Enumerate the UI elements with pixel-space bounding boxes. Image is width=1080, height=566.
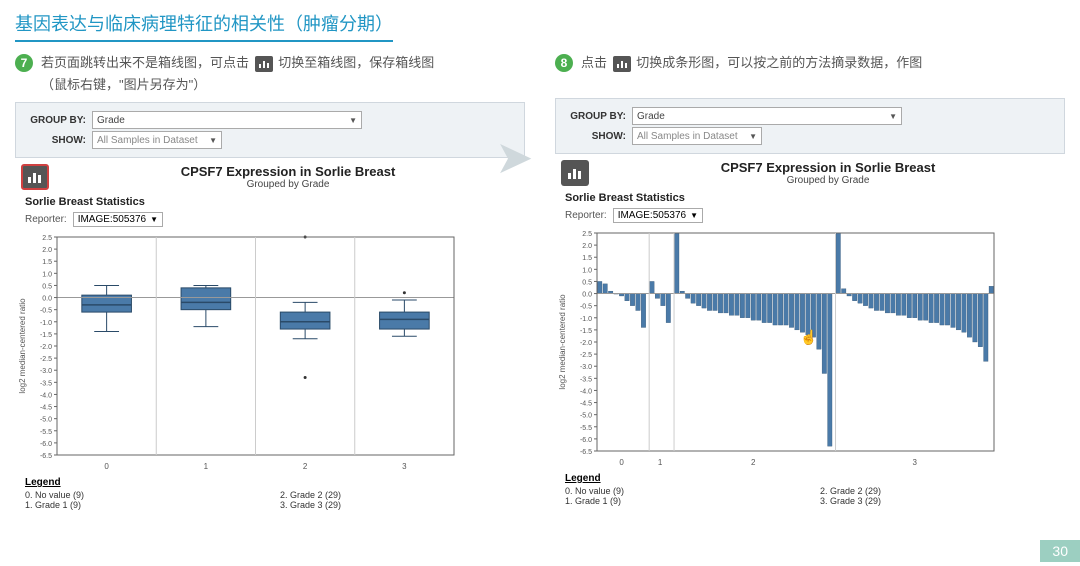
svg-text:-3.0: -3.0 [40, 368, 52, 375]
svg-text:2.0: 2.0 [42, 247, 52, 254]
chart-subtitle: Grouped by Grade [597, 175, 1059, 186]
svg-text:2: 2 [751, 458, 756, 467]
step-badge: 7 [15, 54, 33, 72]
barchart-toggle-icon[interactable] [21, 164, 49, 190]
svg-text:-3.5: -3.5 [580, 376, 592, 383]
svg-text:-6.5: -6.5 [580, 449, 592, 456]
right-panel: 8 点击 切换成条形图，可以按之前的方法摘录数据，作图 GROUP BY: Gr… [555, 52, 1065, 514]
show-select[interactable]: All Samples in Dataset▼ [92, 131, 222, 149]
legend-title: Legend [25, 477, 515, 488]
svg-text:-1.0: -1.0 [580, 316, 592, 323]
svg-text:2.5: 2.5 [582, 231, 592, 238]
filter-card: GROUP BY: Grade▼ SHOW: All Samples in Da… [555, 98, 1065, 154]
svg-text:-1.5: -1.5 [580, 328, 592, 335]
filter-card: GROUP BY: Grade▼ SHOW: All Samples in Da… [15, 102, 525, 158]
legend-title: Legend [565, 473, 1055, 484]
reporter-select[interactable]: IMAGE:505376▼ [73, 212, 163, 227]
svg-text:0.5: 0.5 [582, 279, 592, 286]
svg-text:-6.0: -6.0 [580, 437, 592, 444]
svg-text:-5.0: -5.0 [40, 417, 52, 424]
stats-title: Sorlie Breast Statistics [555, 186, 1065, 208]
svg-text:0.5: 0.5 [42, 284, 52, 291]
svg-text:1: 1 [658, 458, 663, 467]
svg-text:-1.0: -1.0 [40, 320, 52, 327]
boxplot-chart: 2.5 2.0 1.5 1.0 0.5 0.0 -0.5 -1.0 -1.5 -2.0 -2.5 -3… [15, 233, 460, 473]
page-title: 基因表达与临床病理特征的相关性（肿瘤分期） [15, 10, 393, 42]
svg-text:-2.0: -2.0 [40, 344, 52, 351]
svg-text:3: 3 [913, 458, 918, 467]
legend-items: 0. No value (9)2. Grade 2 (29)1. Grade 1… [565, 486, 1055, 506]
legend-items: 0. No value (9)2. Grade 2 (29)1. Grade 1… [25, 490, 515, 510]
boxplot-toggle-icon[interactable] [561, 160, 589, 186]
svg-text:-1.5: -1.5 [40, 332, 52, 339]
svg-text:1.5: 1.5 [42, 259, 52, 266]
svg-text:0.0: 0.0 [582, 292, 592, 299]
chart-subtitle: Grouped by Grade [57, 179, 519, 190]
show-label: SHOW: [566, 131, 626, 142]
svg-text:-3.0: -3.0 [580, 364, 592, 371]
svg-text:-6.0: -6.0 [40, 441, 52, 448]
svg-text:-5.0: -5.0 [580, 413, 592, 420]
barchart-icon [613, 56, 631, 72]
step-text: 若页面跳转出来不是箱线图，可点击 切换至箱线图，保存箱线图（鼠标右键，"图片另存… [41, 52, 434, 96]
show-label: SHOW: [26, 135, 86, 146]
chart-title: CPSF7 Expression in Sorlie Breast [597, 160, 1059, 175]
boxplot-icon [255, 56, 273, 72]
svg-text:-5.5: -5.5 [40, 429, 52, 436]
svg-text:0: 0 [104, 462, 109, 471]
stats-title: Sorlie Breast Statistics [15, 190, 525, 212]
svg-text:-2.5: -2.5 [580, 352, 592, 359]
svg-text:-5.5: -5.5 [580, 425, 592, 432]
svg-text:-0.5: -0.5 [580, 304, 592, 311]
groupby-label: GROUP BY: [566, 111, 626, 122]
svg-text:log2 median-centered ratio: log2 median-centered ratio [558, 294, 567, 390]
groupby-label: GROUP BY: [26, 115, 86, 126]
step-badge: 8 [555, 54, 573, 72]
slide-number: 30 [1040, 540, 1080, 562]
reporter-select[interactable]: IMAGE:505376▼ [613, 208, 703, 223]
show-select[interactable]: All Samples in Dataset▼ [632, 127, 762, 145]
svg-text:-3.5: -3.5 [40, 381, 52, 388]
svg-text:0.0: 0.0 [42, 296, 52, 303]
svg-text:-4.5: -4.5 [40, 405, 52, 412]
svg-text:1.0: 1.0 [582, 267, 592, 274]
chart-title: CPSF7 Expression in Sorlie Breast [57, 164, 519, 179]
svg-text:-2.0: -2.0 [580, 340, 592, 347]
svg-text:-4.0: -4.0 [580, 388, 592, 395]
svg-text:-6.5: -6.5 [40, 453, 52, 460]
svg-text:0: 0 [619, 458, 624, 467]
reporter-label: Reporter: [565, 210, 607, 221]
groupby-select[interactable]: Grade▼ [92, 111, 362, 129]
svg-text:-4.0: -4.0 [40, 393, 52, 400]
svg-text:1.5: 1.5 [582, 255, 592, 262]
step-text: 点击 切换成条形图，可以按之前的方法摘录数据，作图 [581, 52, 922, 74]
reporter-label: Reporter: [25, 214, 67, 225]
svg-text:2.5: 2.5 [42, 235, 52, 242]
svg-text:2.0: 2.0 [582, 243, 592, 250]
svg-text:-4.5: -4.5 [580, 401, 592, 408]
left-panel: 7 若页面跳转出来不是箱线图，可点击 切换至箱线图，保存箱线图（鼠标右键，"图片… [15, 52, 525, 514]
svg-text:2: 2 [303, 462, 308, 471]
svg-text:1.0: 1.0 [42, 272, 52, 279]
svg-text:-0.5: -0.5 [40, 308, 52, 315]
svg-text:1: 1 [204, 462, 209, 471]
bar-chart: 2.5 2.0 1.5 1.0 0.5 0.0 -0.5 -1.0 -1.5 -2.0 -2.5 -3… [555, 229, 1000, 469]
groupby-select[interactable]: Grade▼ [632, 107, 902, 125]
svg-text:-2.5: -2.5 [40, 356, 52, 363]
svg-text:log2 median-centered ratio: log2 median-centered ratio [18, 298, 27, 394]
svg-text:3: 3 [402, 462, 407, 471]
